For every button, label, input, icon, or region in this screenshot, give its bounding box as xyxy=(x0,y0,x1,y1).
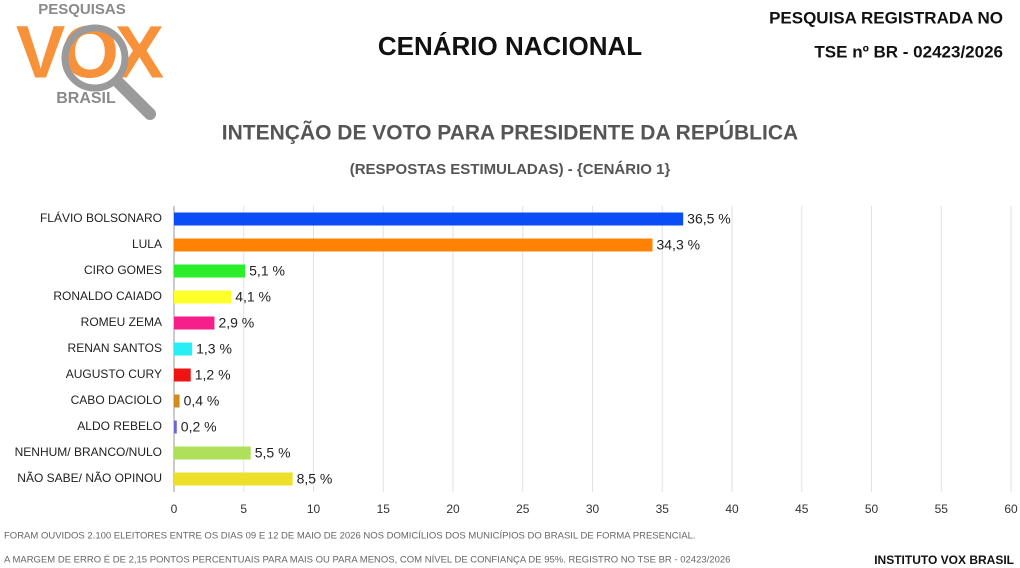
value-label: 5,1 % xyxy=(249,263,285,279)
x-tick-label: 25 xyxy=(516,502,530,516)
x-tick-label: 15 xyxy=(377,502,391,516)
value-label: 36,5 % xyxy=(687,211,731,227)
x-tick-label: 30 xyxy=(586,502,600,516)
bar xyxy=(174,264,246,278)
source: INSTITUTO VOX BRASIL xyxy=(874,553,1014,567)
bar xyxy=(174,368,191,382)
value-label: 34,3 % xyxy=(656,237,700,253)
value-label: 5,5 % xyxy=(255,445,291,461)
value-label: 0,2 % xyxy=(181,419,217,435)
bar xyxy=(174,420,177,434)
x-tick-label: 5 xyxy=(240,502,247,516)
x-tick-label: 35 xyxy=(656,502,670,516)
y-tick-label: NENHUM/ BRANCO/NULO xyxy=(15,445,162,459)
registry-line: PESQUISA REGISTRADA NO xyxy=(769,8,1003,27)
footnote: FORAM OUVIDOS 2.100 ELEITORES ENTRE OS D… xyxy=(4,531,696,542)
logo-top: PESQUISAS xyxy=(38,1,126,18)
logo-main: VOX xyxy=(16,11,164,94)
x-tick-label: 55 xyxy=(935,502,949,516)
bar xyxy=(174,290,232,304)
x-tick-label: 60 xyxy=(1004,502,1018,516)
logo: PESQUISAS VOX BRASIL xyxy=(16,1,168,120)
value-label: 2,9 % xyxy=(218,315,254,331)
bar xyxy=(174,394,180,408)
x-tick-label: 10 xyxy=(307,502,321,516)
x-tick-label: 0 xyxy=(171,502,178,516)
y-tick-label: NÃO SABE/ NÃO OPINOU xyxy=(17,471,162,485)
bar xyxy=(174,316,215,330)
value-label: 8,5 % xyxy=(297,471,333,487)
y-tick-label: ALDO REBELO xyxy=(77,419,162,433)
x-tick-label: 20 xyxy=(446,502,460,516)
x-tick-label: 50 xyxy=(865,502,879,516)
x-tick-label: 45 xyxy=(795,502,809,516)
logo-handle xyxy=(112,76,156,120)
y-tick-label: ROMEU ZEMA xyxy=(81,315,162,329)
x-tick-label: 40 xyxy=(725,502,739,516)
chart-title: INTENÇÃO DE VOTO PARA PRESIDENTE DA REPÚ… xyxy=(222,121,798,145)
value-label: 4,1 % xyxy=(235,289,271,305)
value-label: 0,4 % xyxy=(184,393,220,409)
y-tick-label: CABO DACIOLO xyxy=(71,393,162,407)
registry-line: TSE nº BR - 02423/2026 xyxy=(814,42,1003,61)
logo-bottom: BRASIL xyxy=(56,90,116,107)
bar xyxy=(174,342,193,356)
header-title: CENÁRIO NACIONAL xyxy=(378,31,642,61)
bar xyxy=(174,472,293,486)
y-tick-label: LULA xyxy=(132,237,162,251)
y-tick-label: FLÁVIO BOLSONARO xyxy=(40,210,162,225)
value-label: 1,2 % xyxy=(195,367,231,383)
footnote: A MARGEM DE ERRO É DE 2,15 PONTOS PERCEN… xyxy=(4,555,730,566)
chart-subtitle: (RESPOSTAS ESTIMULADAS) - {CENÁRIO 1} xyxy=(350,161,671,178)
logo-glass xyxy=(61,24,129,92)
bar xyxy=(174,212,684,226)
bar xyxy=(174,238,653,252)
y-tick-label: RENAN SANTOS xyxy=(68,341,162,355)
bar xyxy=(174,446,251,460)
y-tick-label: AUGUSTO CURY xyxy=(66,367,162,381)
y-tick-label: RONALDO CAIADO xyxy=(53,289,162,303)
value-label: 1,3 % xyxy=(196,341,232,357)
y-tick-label: CIRO GOMES xyxy=(84,263,162,277)
